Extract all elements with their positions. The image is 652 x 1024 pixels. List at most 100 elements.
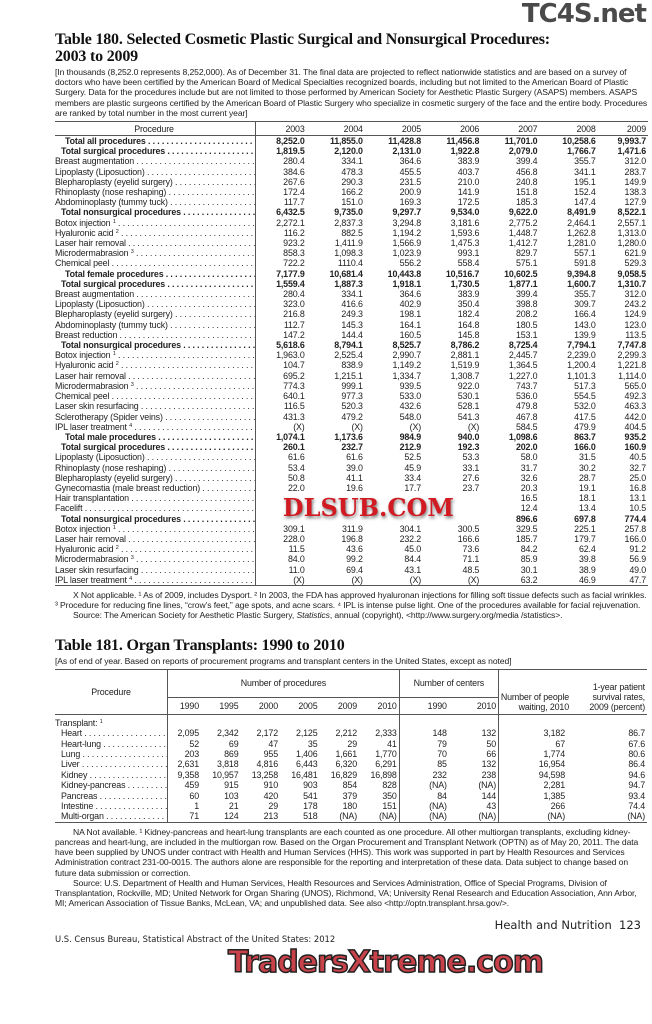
cell: 151 bbox=[382, 801, 397, 812]
cell-2007: 2,079.0 bbox=[508, 146, 538, 157]
table-row: Laser skin resurfacing 11.0 69.4 43.1 48.5 30… bbox=[55, 564, 648, 575]
cell-2007: 58.0 bbox=[520, 452, 538, 463]
footnote-marker: 1 bbox=[112, 524, 116, 531]
cell: 2,172 bbox=[256, 728, 279, 739]
cell: 232 bbox=[398, 769, 449, 781]
label-text: Total all procedures bbox=[65, 136, 146, 147]
cell-2009: 9,993.7 bbox=[617, 136, 646, 147]
cell-2004: 977.3 bbox=[341, 391, 363, 402]
row-label: Laser hair removal bbox=[55, 238, 256, 249]
row-label: Pancreas bbox=[55, 790, 168, 802]
col-waiting: Number of people waiting, 2010 bbox=[498, 669, 573, 715]
col-centers-1990: 1990 bbox=[398, 697, 449, 715]
cell: 459 bbox=[184, 780, 200, 791]
row-label: Total nonsurgical procedures bbox=[55, 207, 256, 218]
cell: 132 bbox=[481, 759, 497, 770]
cell-2004: 69.4 bbox=[346, 564, 363, 575]
cell: 1,774 bbox=[498, 748, 573, 760]
cell-2003: 116.2 bbox=[283, 227, 305, 238]
cell: 124 bbox=[224, 811, 239, 822]
table-180: Procedure 2003 2004 2005 2006 2007 2008 2009 T… bbox=[55, 121, 648, 586]
cell-2005: 212.9 bbox=[399, 442, 422, 453]
cell: 21 bbox=[228, 801, 239, 812]
cell-2005: 231.5 bbox=[399, 176, 422, 187]
running-footer: Health and Nutrition 123 bbox=[55, 918, 649, 932]
cell-2009: 10.5 bbox=[629, 503, 646, 514]
row-label: Total nonsurgical procedures bbox=[55, 340, 256, 351]
cell-2007: 180.5 bbox=[515, 319, 538, 330]
cell-2007: 2,445.7 bbox=[508, 350, 538, 361]
cell: 854 bbox=[342, 780, 358, 791]
cell-2007: 151.8 bbox=[515, 187, 538, 198]
label-text: Lung bbox=[61, 748, 81, 759]
cell-2004: 1,887.3 bbox=[334, 278, 363, 289]
cell: 955 bbox=[263, 748, 279, 759]
cell: 84 bbox=[398, 790, 449, 802]
cell-2005: 198.1 bbox=[399, 309, 422, 320]
cell-2006: 9,534.0 bbox=[450, 207, 480, 218]
cell: 869 bbox=[224, 748, 239, 759]
cell-2009: 774.4 bbox=[624, 513, 647, 524]
cell-2003: 267.6 bbox=[283, 176, 305, 187]
cell-2004: 249.3 bbox=[341, 309, 363, 320]
cell-2004: 416.6 bbox=[341, 299, 363, 310]
col-year-2009: 2009 bbox=[597, 121, 648, 137]
source-text: Source: The American Society for Aesthet… bbox=[73, 610, 297, 621]
footnote-marker: 3 bbox=[130, 381, 134, 388]
cell-2004: 478.3 bbox=[341, 166, 363, 177]
cell-2007: 240.8 bbox=[515, 176, 538, 187]
source-title: Statistics bbox=[296, 610, 330, 621]
row-label: Laser skin resurfacing bbox=[55, 401, 256, 412]
cell-2005: 45.0 bbox=[404, 544, 422, 555]
cell-2009: 138.3 bbox=[624, 187, 647, 198]
cell-2008: 13.4 bbox=[578, 503, 596, 514]
cell-2006: 403.7 bbox=[457, 166, 480, 177]
cell: 86.7 bbox=[628, 728, 645, 739]
label-text: Liver bbox=[61, 759, 80, 770]
empty-cell bbox=[359, 714, 399, 728]
empty-cell bbox=[398, 714, 449, 729]
cell-2009: 1,313.0 bbox=[617, 227, 646, 238]
cell-2005: 1,566.9 bbox=[392, 238, 422, 249]
cell-2005: 52.5 bbox=[404, 452, 422, 463]
table-row: Blepharoplasty (eyelid surgery) 267.6 290.… bbox=[55, 176, 648, 188]
table-row: Total nonsurgical procedures 896.6 697.8 77… bbox=[55, 513, 648, 524]
cell: 6,291 bbox=[375, 759, 397, 770]
label-text: Kidney bbox=[61, 769, 88, 780]
cell-2008: 1,101.3 bbox=[567, 370, 596, 381]
cell: 6,443 bbox=[296, 759, 318, 770]
cell-2009: 13.1 bbox=[629, 493, 646, 504]
table-row: Breast augmentation 280.4 334.1 364.6 383.9 3… bbox=[55, 289, 648, 300]
cell-2006: 53.3 bbox=[462, 452, 480, 463]
cell-2007: 575.1 bbox=[515, 258, 538, 269]
cell-2006: 1,308.7 bbox=[450, 370, 480, 381]
cell-2007: 1,412.7 bbox=[508, 238, 538, 249]
table-row: Total female procedures 7,177.9 10,681.4 10… bbox=[55, 268, 648, 279]
row-label: Abdominoplasty (tummy tuck) bbox=[55, 197, 256, 208]
row-label: Lipoplasty (Liposuction) bbox=[55, 299, 256, 310]
table-row: Kidney 9,358 10,957 13,258 16,481 16,829 16,89… bbox=[55, 769, 647, 781]
cell: 350 bbox=[382, 790, 397, 801]
cell-2008: 139.9 bbox=[574, 329, 596, 340]
cell-2008: 697.8 bbox=[574, 513, 596, 524]
row-label: Total male procedures bbox=[55, 431, 256, 443]
cell: (NA) bbox=[398, 780, 449, 791]
cell-2007: 8,725.4 bbox=[508, 340, 538, 351]
cell: 180 bbox=[342, 801, 358, 812]
cell-2003: 5,618.6 bbox=[276, 340, 305, 351]
cell: 50 bbox=[486, 738, 496, 749]
cell-2008: 1,766.7 bbox=[567, 146, 596, 157]
label-text: Microdermabrasion bbox=[55, 554, 129, 565]
cell-2006: 8,786.2 bbox=[450, 340, 480, 351]
cell-2006: 172.5 bbox=[457, 197, 480, 208]
cell-2003: 323.0 bbox=[283, 299, 305, 310]
cell-2004: 145.3 bbox=[341, 319, 363, 330]
cell-2007: 12.4 bbox=[520, 503, 538, 514]
cell-2003: 11.5 bbox=[288, 544, 305, 555]
table-181-notes: NA Not available. ¹ Kidney-pancreas and … bbox=[55, 827, 649, 909]
table-row: Blepharoplasty (eyelid surgery) 216.8 249.… bbox=[55, 309, 648, 320]
cell-2005: 84.4 bbox=[404, 554, 422, 565]
cell-2004: 520.3 bbox=[341, 401, 363, 412]
row-label: Botox injection 1 bbox=[55, 350, 256, 361]
cell-2009: 442.0 bbox=[624, 411, 647, 422]
